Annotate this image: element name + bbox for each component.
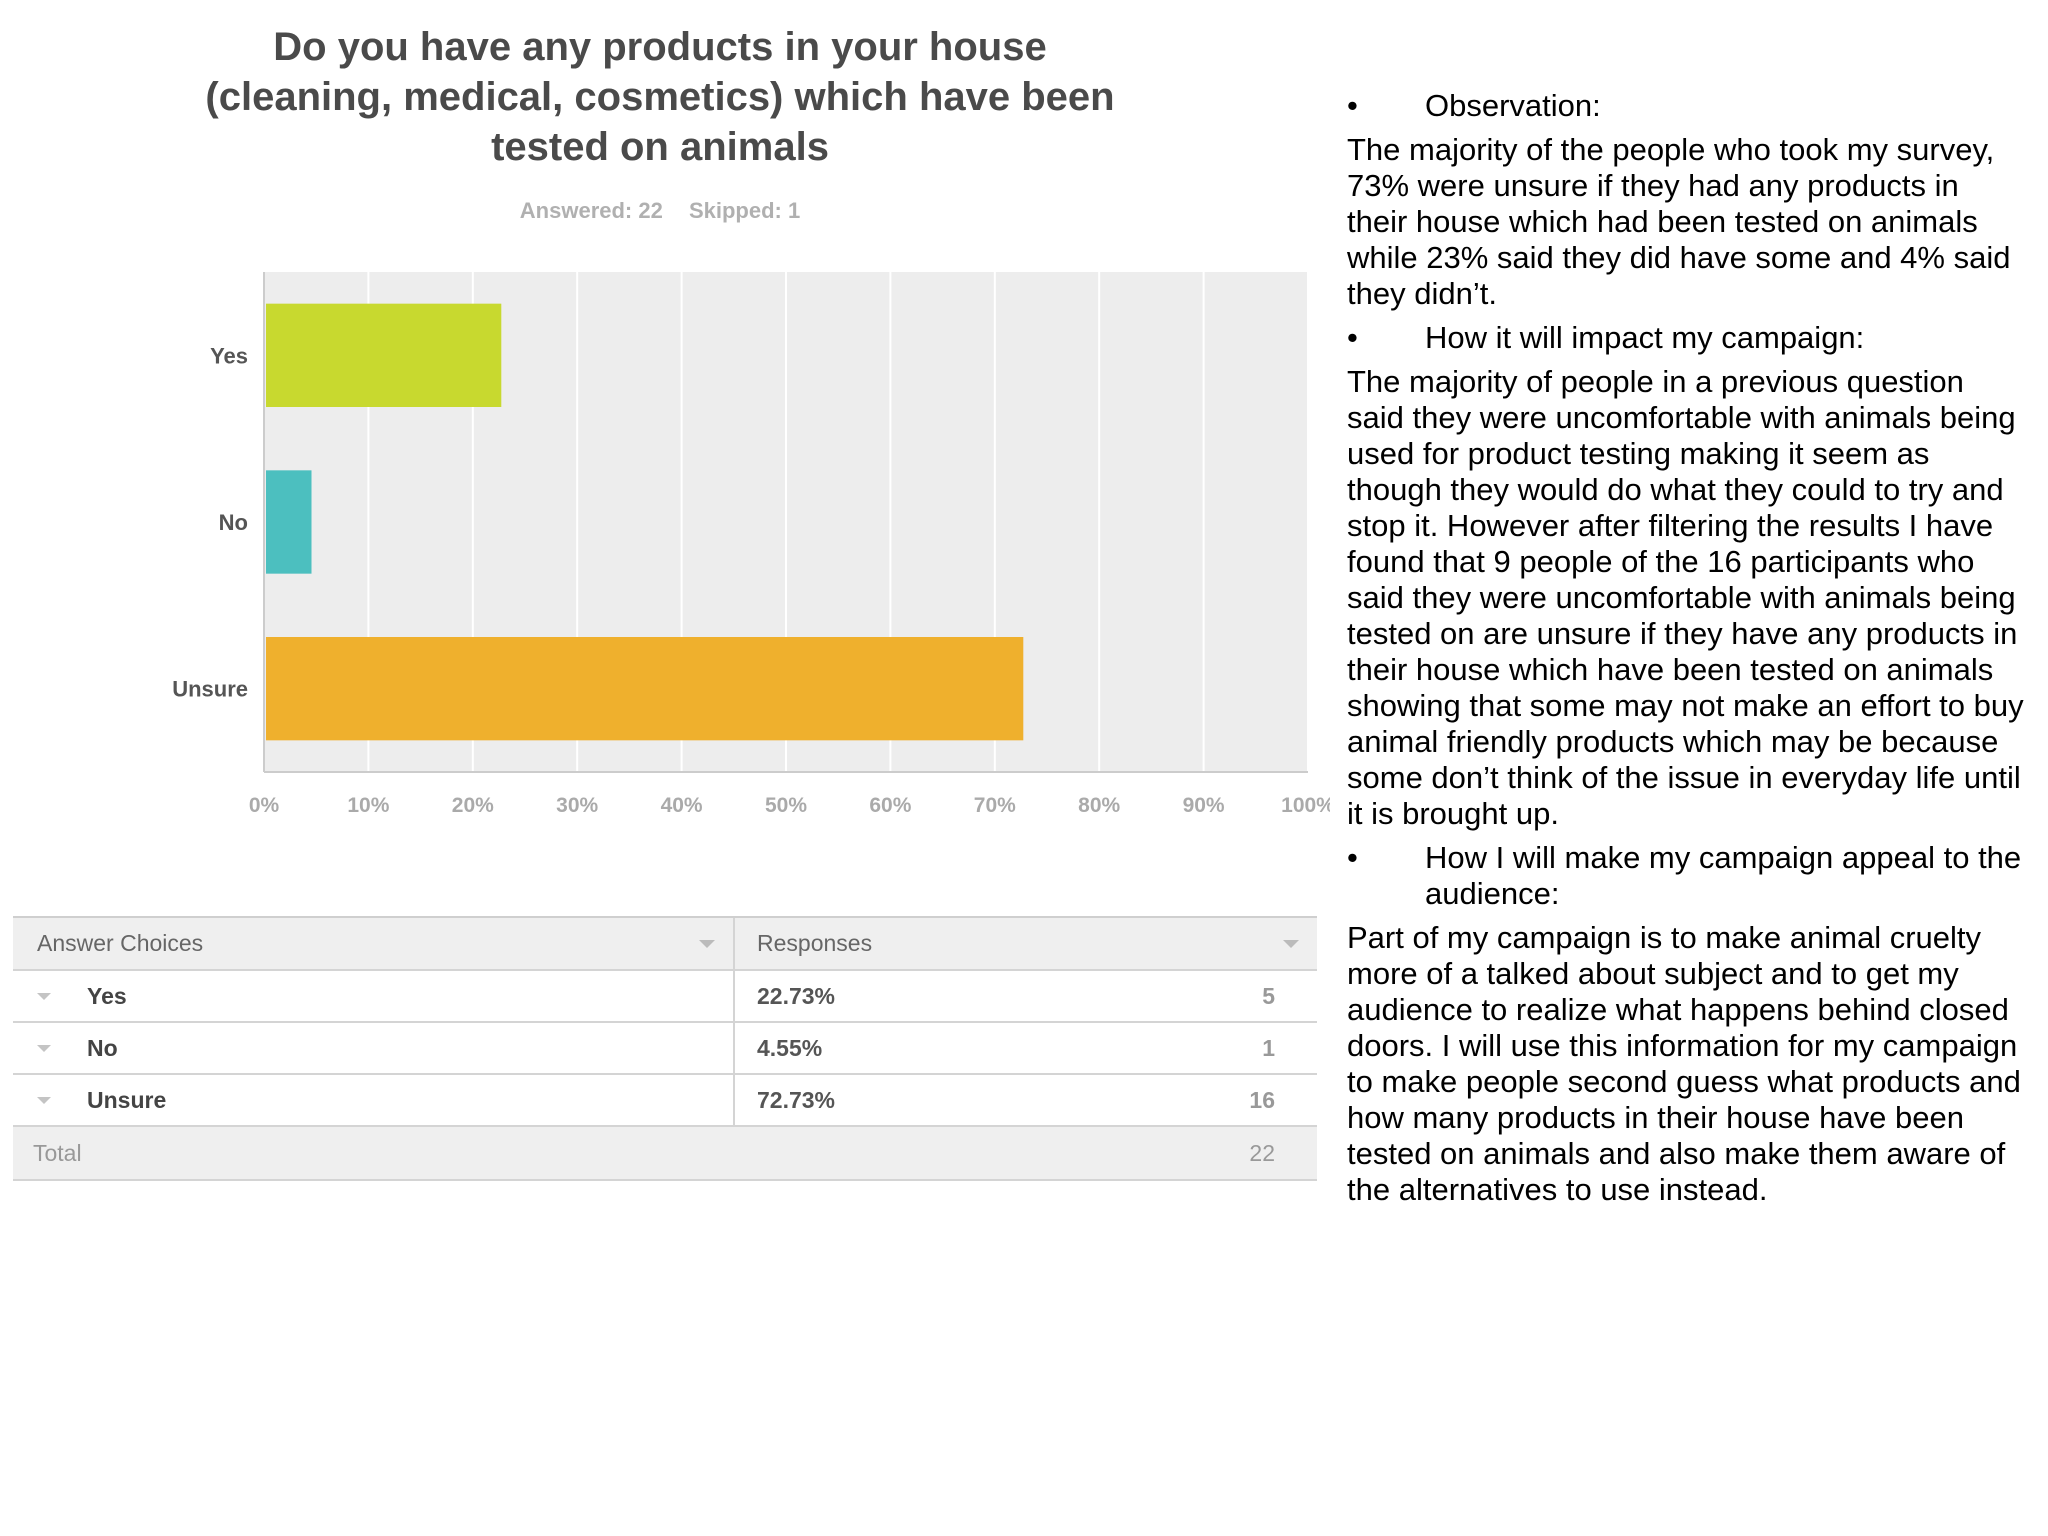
table-row: Yes 22.73% 5: [13, 971, 1317, 1023]
y-category-label: No: [219, 510, 248, 535]
y-category-label: Yes: [210, 343, 248, 368]
bar-chart: 0% 10% 20% 30% 40% 50% 60% 70% 80% 90% 100% Yes No Un…: [172, 272, 1330, 817]
x-tick-label: 30%: [556, 794, 598, 817]
response-percent: 4.55%: [757, 1034, 823, 1061]
x-tick-label: 60%: [869, 794, 911, 817]
table-total-row: Total 22: [13, 1127, 1317, 1181]
impact-heading: How it will impact my campaign:: [1425, 320, 1865, 355]
x-tick-label: 20%: [452, 794, 494, 817]
x-tick-label: 90%: [1183, 794, 1225, 817]
table-header: Answer Choices Responses: [13, 918, 1317, 971]
x-tick-label: 40%: [661, 794, 703, 817]
responses-label: Responses: [757, 930, 873, 956]
table-row: No 4.55% 1: [13, 1023, 1317, 1075]
impact-bullet: • How it will impact my campaign:: [1347, 320, 2027, 356]
bar-yes: [266, 303, 502, 407]
response-percent: 22.73%: [757, 982, 836, 1009]
bullet-dot: •: [1347, 840, 1358, 875]
appeal-bullet: • How I will make my campaign appeal to …: [1347, 840, 2027, 912]
bullet-dot: •: [1347, 320, 1358, 355]
chart-title: Do you have any products in your house (…: [205, 25, 1115, 169]
x-tick-label: 50%: [765, 794, 807, 817]
response-table: Answer Choices Responses Yes 22.73% 5 No …: [13, 916, 1317, 1181]
observation-heading: Observation:: [1425, 88, 1601, 123]
bullet-dot: •: [1347, 88, 1358, 123]
observation-text: The majority of the people who took my s…: [1347, 132, 2011, 311]
appeal-heading: How I will make my campaign appeal to th…: [1425, 840, 2022, 911]
total-count: 22: [1249, 1139, 1275, 1166]
response-percent: 72.73%: [757, 1086, 836, 1113]
answered-count: Answered: 22: [519, 198, 663, 223]
response-stats: Answered: 22 Skipped: 1: [440, 198, 880, 224]
x-tick-label: 100%: [1281, 794, 1330, 817]
impact-text: The majority of people in a previous que…: [1347, 364, 2024, 831]
bar-unsure: [266, 637, 1024, 741]
expand-caret-icon[interactable]: [37, 1044, 51, 1052]
expand-caret-icon[interactable]: [37, 992, 51, 1000]
appeal-text: Part of my campaign is to make animal cr…: [1347, 920, 2021, 1207]
sort-caret-icon[interactable]: [1283, 939, 1299, 948]
choice-label: Yes: [87, 982, 127, 1009]
x-tick-label: 0%: [249, 794, 280, 817]
choice-label: No: [87, 1034, 118, 1061]
expand-caret-icon[interactable]: [37, 1096, 51, 1104]
x-tick-label: 70%: [974, 794, 1016, 817]
skipped-count: Skipped: 1: [688, 198, 801, 223]
answer-choices-label: Answer Choices: [37, 930, 204, 956]
bar-no: [266, 470, 312, 574]
y-category-label: Unsure: [172, 677, 248, 702]
observation-bullet: • Observation:: [1347, 88, 2027, 124]
x-tick-label: 80%: [1078, 794, 1120, 817]
choice-label: Unsure: [87, 1086, 167, 1113]
answer-choices-header[interactable]: Answer Choices: [13, 918, 735, 969]
response-count: 5: [1262, 982, 1275, 1009]
response-count: 1: [1262, 1034, 1275, 1061]
responses-header[interactable]: Responses: [735, 918, 1317, 969]
sort-caret-icon[interactable]: [699, 939, 715, 948]
notes-panel: • Observation: The majority of the peopl…: [1347, 88, 2027, 1216]
total-label: Total: [33, 1139, 82, 1166]
response-count: 16: [1249, 1086, 1275, 1113]
x-tick-label: 10%: [347, 794, 389, 817]
table-row: Unsure 72.73% 16: [13, 1075, 1317, 1127]
